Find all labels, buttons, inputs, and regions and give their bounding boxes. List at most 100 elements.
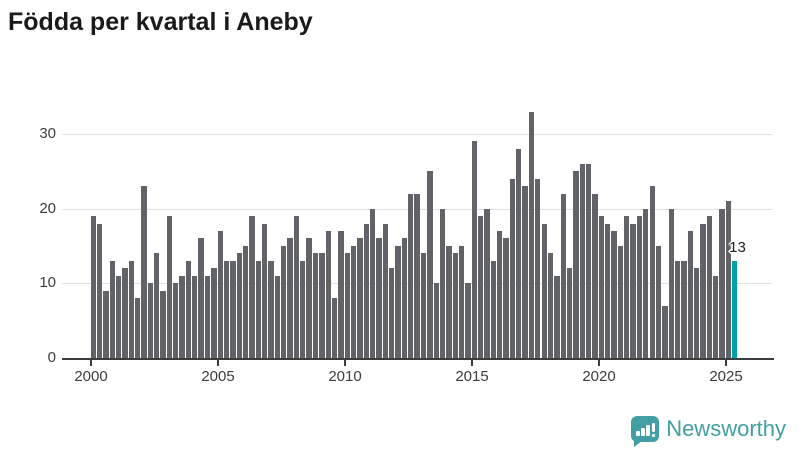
bar-2012-q3 [408,193,414,358]
bar-2012-q1 [395,245,401,358]
bar-2022-q2 [655,245,662,358]
bar-2006-q1 [242,245,249,358]
bar-2017-q3 [535,178,541,358]
bar-2005-q3 [230,260,236,358]
newsworthy-logo-text: Newsworthy [666,416,786,441]
bar-2020-q3 [611,231,617,358]
bar-2022-q1 [649,186,655,358]
bar-2011-q3 [382,223,389,358]
bar-2012-q2 [401,238,408,358]
bar-2021-q3 [636,216,643,358]
bar-2025-q2 [732,260,738,358]
bar-2015-q1 [471,141,477,358]
bar-2002-q3 [154,253,160,358]
x-tick-label-2015: 2015 [455,368,489,385]
y-tick-label-30: 30 [39,124,56,142]
bar-2006-q3 [255,260,261,358]
x-tick-2010 [344,360,346,366]
x-tick-label-2005: 2005 [201,368,235,385]
bar-2001-q2 [122,268,128,358]
bar-2023-q1 [674,260,681,358]
bar-2007-q4 [287,238,293,358]
bar-2005-q4 [236,253,242,358]
bar-2019-q4 [592,193,598,358]
y-tick-label-0: 0 [47,349,56,366]
logo-exclamation [651,423,656,432]
bar-2024-q1 [700,223,706,358]
bar-2005-q1 [217,231,223,358]
bar-2000-q2 [96,223,103,358]
bar-2018-q3 [560,193,566,358]
bar-2022-q4 [668,208,674,358]
logo-bar-3 [646,425,650,436]
bar-2010-q3 [357,238,363,358]
bar-2009-q3 [331,298,338,358]
logo-exclamation-dot [651,434,656,437]
y-tick-label-10: 10 [39,274,56,292]
bar-2000-q4 [109,260,115,358]
bar-2023-q4 [694,268,700,358]
bar-2016-q3 [509,178,516,358]
bar-2007-q1 [268,260,274,358]
bar-2002-q4 [160,290,166,358]
y-tick-label-20: 20 [39,199,56,217]
bar-2001-q1 [115,275,122,358]
x-tick-2020 [598,360,600,366]
bar-2005-q2 [223,260,230,358]
bar-2021-q1 [624,216,630,358]
bar-2001-q4 [134,298,141,358]
plot-area [62,100,772,358]
bar-2001-q3 [128,260,134,358]
bar-2015-q4 [490,260,497,358]
bar-2015-q3 [484,208,490,358]
bar-2017-q2 [528,111,535,358]
bar-2021-q2 [630,223,636,358]
bar-2013-q3 [433,283,439,358]
bar-2023-q3 [687,231,693,358]
bar-2007-q3 [281,245,287,358]
newsworthy-logo[interactable]: Newsworthy [631,416,786,447]
bar-2011-q2 [376,238,382,358]
bar-2000-q1 [90,216,96,358]
x-tick-2015 [471,360,473,366]
bar-2018-q4 [566,268,573,358]
bar-2024-q4 [719,208,725,358]
logo-bar-2 [641,428,645,436]
bar-2009-q2 [325,231,331,358]
bar-2013-q1 [420,253,427,358]
bar-2002-q1 [141,186,147,358]
bar-2008-q3 [306,238,312,358]
x-tick-label-2025: 2025 [709,368,743,385]
bar-2009-q4 [338,231,344,358]
x-tick-label-2020: 2020 [582,368,616,385]
bar-2016-q4 [516,148,522,358]
bar-2019-q1 [573,171,579,358]
bar-2019-q2 [579,163,585,358]
bar-2003-q2 [173,283,179,358]
x-tick-label-2010: 2010 [328,368,362,385]
newsworthy-logo-icon [631,416,660,447]
chart-title: Födda per kvartal i Aneby [8,8,313,36]
bar-2003-q4 [185,260,192,358]
bar-2003-q1 [166,216,173,358]
gridline-y-30 [62,133,772,135]
bar-2002-q2 [147,283,153,358]
bar-2010-q1 [344,253,350,358]
bar-2004-q1 [192,275,198,358]
x-tick-label-2000: 2000 [74,368,108,385]
bar-2008-q1 [293,216,300,358]
bar-2003-q3 [179,275,185,358]
bar-2007-q2 [274,275,281,358]
bar-2014-q2 [452,253,458,358]
bar-2014-q1 [446,245,452,358]
bar-2024-q2 [706,216,713,358]
bar-2011-q1 [370,208,376,358]
bar-2016-q1 [497,231,503,358]
bar-2011-q4 [389,268,395,358]
bar-2010-q4 [363,223,369,358]
bar-2012-q4 [414,193,420,358]
bar-2009-q1 [319,253,325,358]
bar-2024-q3 [713,275,719,358]
x-axis-line [62,358,774,360]
bar-2017-q1 [522,186,528,358]
